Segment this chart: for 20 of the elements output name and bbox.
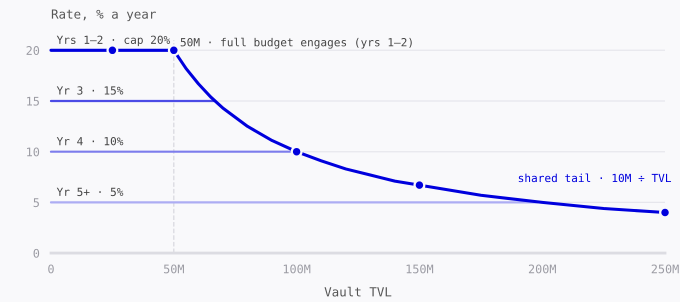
annotation: shared tail · 10M ÷ TVL (518, 174, 672, 182)
series-label: Yrs 1–2 · cap 20% (56, 36, 170, 46)
y-tick-label: 0 (34, 248, 40, 258)
x-tick-label: 200M (528, 264, 556, 274)
x-tick-label: 0 (48, 264, 54, 274)
point (168, 44, 180, 56)
series-label: Yr 4 · 10% (56, 136, 124, 146)
x-tick-label: 50M (164, 264, 184, 274)
series-label: Yr 3 · 15% (56, 86, 124, 95)
x-tick-label: 250M (652, 264, 679, 274)
y-axis-title: Rate, % a year (52, 9, 156, 22)
x-axis-title: Vault TVL (324, 286, 392, 297)
y-tick-label: 5 (34, 198, 39, 208)
y-tick-label: 10 (27, 147, 40, 156)
x-tick-label: 100M (284, 264, 310, 274)
series-label: Yr 5+ · 5% (56, 188, 124, 196)
x-tick-label: 150M (406, 264, 434, 274)
y-tick-label: 20 (26, 46, 40, 55)
y-tick-label: 15 (27, 96, 39, 106)
ref-line-label: 50M · full budget engages (yrs 1–2) (180, 38, 412, 49)
